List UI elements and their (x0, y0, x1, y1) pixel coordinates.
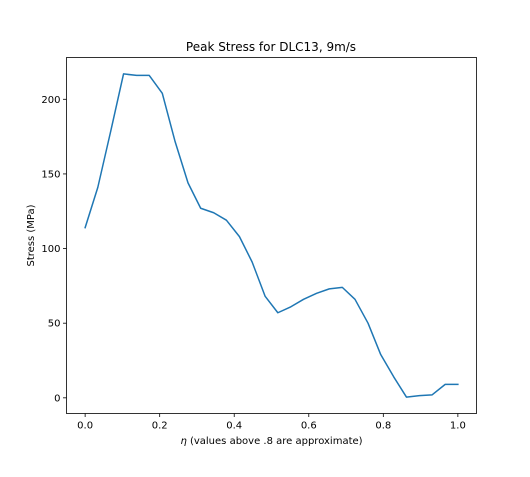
series-line (84, 73, 459, 398)
x-tick-label: 0.2 (152, 421, 168, 432)
y-tick-label: 0 (54, 393, 60, 404)
y-tick-label: 150 (41, 169, 60, 180)
x-axis-label-text: (values above .8 are approximate) (187, 436, 363, 447)
x-tick-label: 0.0 (77, 421, 93, 432)
y-tick-label: 100 (41, 244, 60, 255)
y-tick-label: 50 (48, 319, 61, 330)
y-tick-label: 200 (41, 95, 60, 106)
x-axis-label-symbol: η (180, 436, 186, 447)
x-tick-label: 1.0 (450, 421, 466, 432)
x-axis-label: η (values above .8 are approximate) (180, 436, 362, 447)
x-tick-label: 0.4 (226, 421, 242, 432)
chart-title: Peak Stress for DLC13, 9m/s (186, 40, 356, 54)
x-tick-label: 0.8 (375, 421, 391, 432)
x-tick-label: 0.6 (301, 421, 317, 432)
y-axis-label: Stress (MPa) (26, 204, 37, 266)
plot-frame (66, 57, 477, 414)
